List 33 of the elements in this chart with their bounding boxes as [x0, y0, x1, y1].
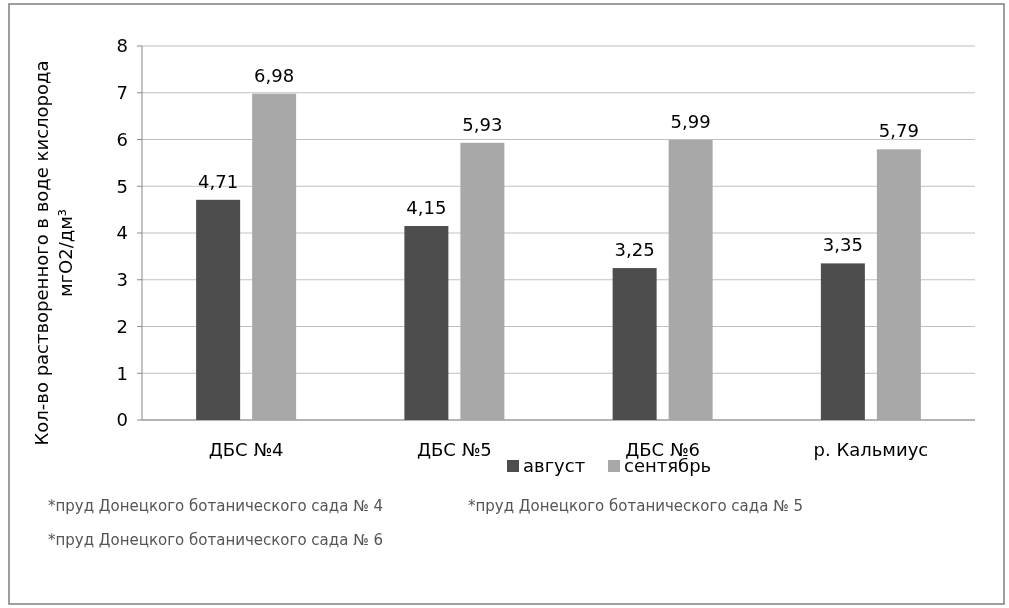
y-tick-label: 7 — [116, 82, 128, 104]
y-tick-label: 0 — [116, 409, 128, 431]
bar — [404, 225, 449, 420]
bar — [460, 142, 505, 420]
text: *пруд Донецкого ботанического сада № 5 — [468, 497, 804, 516]
data-label: 3,25 — [614, 239, 655, 261]
y-tick-label: 8 — [116, 35, 128, 57]
y-tick-label: 5 — [116, 175, 128, 197]
data-label: 6,98 — [254, 64, 295, 86]
text: *пруд Донецкого ботанического сада № 4 — [48, 497, 384, 516]
bar — [612, 268, 657, 420]
bar — [876, 149, 921, 420]
y-tick-label: 2 — [116, 315, 128, 337]
y-tick-label: 6 — [116, 128, 128, 150]
x-tick-label: р. Кальмиус — [813, 439, 929, 461]
y-tick-label: 1 — [116, 362, 128, 384]
bar — [820, 263, 865, 420]
bar — [252, 93, 297, 420]
y-tick-label: 3 — [116, 269, 128, 291]
data-label: 4,71 — [198, 170, 239, 192]
data-label: 3,35 — [822, 234, 863, 256]
data-label: 5,93 — [462, 113, 503, 135]
x-tick-label: ДБС №4 — [208, 439, 284, 461]
legend-label: август — [523, 455, 586, 477]
text: *пруд Донецкого ботанического сада № 6 — [48, 531, 384, 550]
data-label: 4,15 — [406, 196, 447, 218]
x-tick-label: ДБС №5 — [416, 439, 492, 461]
y-axis-title: Кол-во растворенного в воде кислорода мгО2/дм³ — [31, 60, 76, 446]
y-tick-label: 4 — [116, 222, 128, 244]
bar — [668, 139, 713, 420]
data-label: 5,99 — [670, 110, 711, 132]
data-label: 5,79 — [878, 120, 919, 142]
bar — [196, 199, 241, 420]
